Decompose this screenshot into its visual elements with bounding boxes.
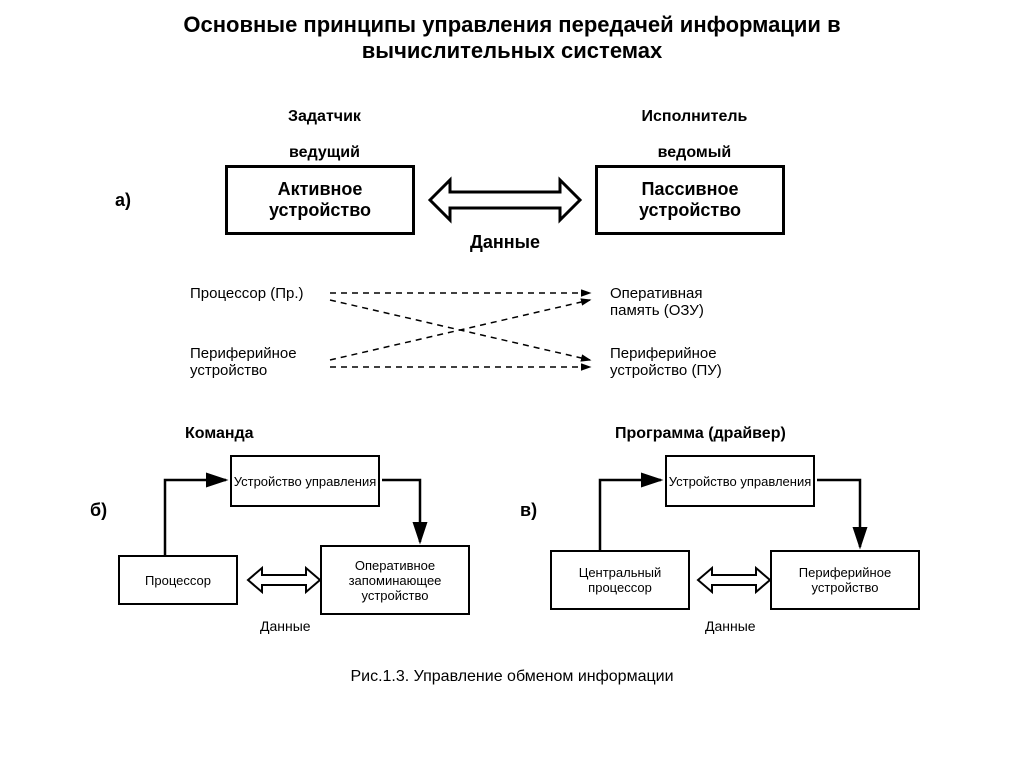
c-ctrl-box: Устройство управления xyxy=(665,455,815,507)
c-data-arrow-icon xyxy=(698,568,770,592)
c-arrow-ctrl-periph xyxy=(817,480,860,547)
marker-b: б) xyxy=(90,500,107,521)
c-periph-box: Периферийное устройство xyxy=(770,550,920,610)
b-arrow-ctrl-mem xyxy=(382,480,420,542)
page-title: Основные принципы управления передачей и… xyxy=(0,12,1024,64)
title-line2: вычислительных системах xyxy=(362,38,662,63)
double-arrow-icon xyxy=(430,180,580,220)
b-data-label: Данные xyxy=(260,618,311,634)
active-device-box: Активное устройство xyxy=(225,165,415,235)
passive-device-box: Пассивное устройство xyxy=(595,165,785,235)
b-mem-box: Оперативное запоминающее устройство xyxy=(320,545,470,615)
proc-label: Процессор (Пр.) xyxy=(190,285,304,302)
title-line1: Основные принципы управления передачей и… xyxy=(183,12,840,37)
b-arrow-proc-ctrl xyxy=(165,480,226,555)
dash-arrow-3 xyxy=(330,300,590,360)
b-proc-box: Процессор xyxy=(118,555,238,605)
arrows-layer xyxy=(0,0,1024,767)
dash-arrow-2 xyxy=(330,300,590,360)
header-b: Команда xyxy=(185,425,254,443)
b-data-arrow-icon xyxy=(248,568,320,592)
header-c: Программа (драйвер) xyxy=(615,425,786,443)
ram-label: Оперативная память (ОЗУ) xyxy=(610,285,704,319)
c-data-label: Данные xyxy=(705,618,756,634)
periph-left-label: Периферийное устройство xyxy=(190,345,297,379)
marker-c: в) xyxy=(520,500,537,521)
c-arrow-cpu-ctrl xyxy=(600,480,661,550)
figure-caption: Рис.1.3. Управление обменом информации xyxy=(0,668,1024,686)
data-arrow-label: Данные xyxy=(430,232,580,253)
c-cpu-box: Центральный процессор xyxy=(550,550,690,610)
periph-right-label: Периферийное устройство (ПУ) xyxy=(610,345,722,379)
marker-a: а) xyxy=(115,190,131,211)
b-ctrl-box: Устройство управления xyxy=(230,455,380,507)
